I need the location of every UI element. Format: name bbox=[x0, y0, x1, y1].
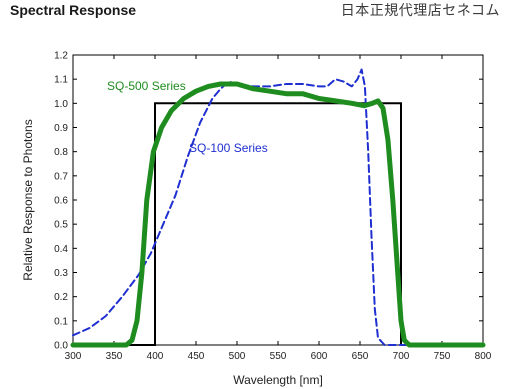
x-tick-label: 350 bbox=[106, 351, 123, 362]
x-tick-label: 500 bbox=[229, 351, 246, 362]
series-line-ideal bbox=[73, 102, 483, 346]
y-tick-label: 0.4 bbox=[54, 244, 68, 255]
y-tick-label: 1.0 bbox=[54, 99, 68, 110]
y-tick-label: 0.7 bbox=[54, 171, 68, 182]
plot-frame bbox=[72, 54, 484, 346]
x-tick-label: 400 bbox=[147, 351, 164, 362]
page-title: Spectral Response bbox=[10, 2, 137, 18]
series-label-sq-500: SQ-500 Series bbox=[107, 79, 186, 93]
y-tick-label: 1.2 bbox=[54, 51, 68, 62]
x-tick-label: 300 bbox=[65, 351, 82, 362]
x-tick-label: 550 bbox=[270, 351, 287, 362]
y-tick-label: 1.1 bbox=[54, 75, 68, 86]
series-line-sq-500 bbox=[70, 81, 486, 348]
y-axis-label: Relative Response to Photons bbox=[21, 119, 35, 280]
y-tick-label: 0.1 bbox=[54, 316, 68, 327]
series-label-sq-100: SQ-100 Series bbox=[189, 141, 268, 155]
y-tick-label: 0.2 bbox=[54, 292, 68, 303]
x-tick-label: 650 bbox=[352, 351, 369, 362]
y-tick-label: 0.3 bbox=[54, 268, 68, 279]
x-tick-label: 750 bbox=[434, 351, 451, 362]
y-tick-label: 0.6 bbox=[54, 196, 68, 207]
x-tick-label: 800 bbox=[475, 351, 492, 362]
y-tick-label: 0.9 bbox=[54, 123, 68, 134]
x-tick-label: 450 bbox=[188, 351, 205, 362]
y-tick-label: 0.0 bbox=[54, 341, 68, 352]
x-tick-label: 700 bbox=[393, 351, 410, 362]
series-line-sq-100 bbox=[72, 68, 484, 346]
vendor-name: 日本正規代理店セネコム bbox=[340, 3, 500, 19]
x-tick-label: 600 bbox=[311, 351, 328, 362]
y-tick-label: 0.5 bbox=[54, 220, 68, 231]
y-tick-label: 0.8 bbox=[54, 147, 68, 158]
x-axis-label: Wavelength [nm] bbox=[233, 373, 323, 387]
